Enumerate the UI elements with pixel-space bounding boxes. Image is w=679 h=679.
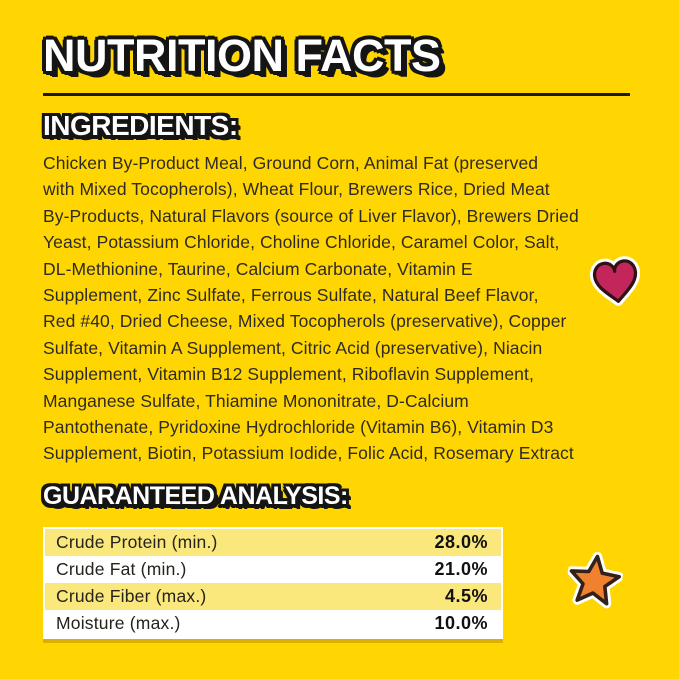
guaranteed-analysis-heading: GUARANTEED ANALYSIS: bbox=[43, 482, 348, 510]
guaranteed-analysis-table: Crude Protein (min.) 28.0% Crude Fat (mi… bbox=[43, 527, 503, 639]
analysis-label: Crude Fat (min.) bbox=[56, 559, 187, 579]
analysis-label: Moisture (max.) bbox=[56, 613, 181, 633]
analysis-value: 28.0% bbox=[434, 532, 488, 552]
table-row: Crude Protein (min.) 28.0% bbox=[45, 529, 501, 556]
analysis-label: Crude Fiber (max.) bbox=[56, 586, 207, 606]
table-row: Crude Fat (min.) 21.0% bbox=[45, 556, 501, 583]
heart-icon bbox=[589, 256, 640, 306]
ingredients-heading: INGREDIENTS: bbox=[43, 110, 238, 141]
divider-line bbox=[43, 93, 630, 96]
analysis-value: 4.5% bbox=[444, 586, 488, 606]
analysis-value: 10.0% bbox=[434, 613, 488, 633]
table-row: Moisture (max.) 10.0% bbox=[45, 610, 501, 637]
table-row: Crude Fiber (max.) 4.5% bbox=[45, 583, 501, 610]
analysis-value: 21.0% bbox=[434, 559, 488, 579]
page-title: NUTRITION FACTS bbox=[43, 30, 441, 81]
analysis-label: Crude Protein (min.) bbox=[56, 532, 218, 552]
ingredients-text: Chicken By-Product Meal, Ground Corn, An… bbox=[43, 153, 579, 464]
star-icon bbox=[566, 551, 624, 609]
